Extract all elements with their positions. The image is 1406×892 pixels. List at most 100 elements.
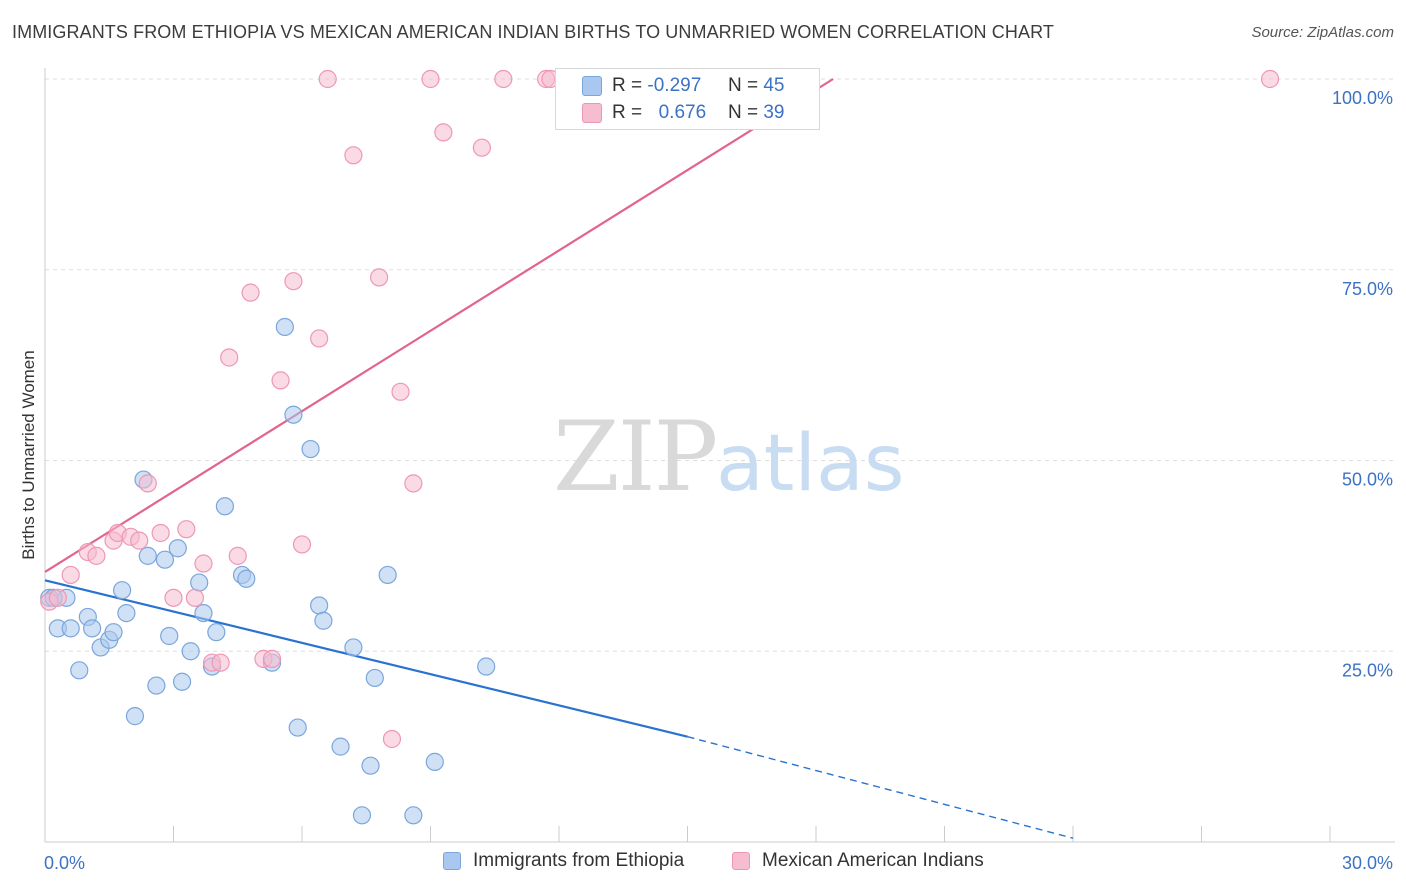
point-mexican-american-indian — [130, 531, 149, 550]
point-ethiopia — [477, 657, 496, 676]
point-mexican-american-indian — [262, 649, 282, 668]
axes: 25.0% 50.0% 75.0% 100.0% 0.0% 30.0% — [44, 68, 1395, 873]
stats-n-value: 45 — [763, 75, 785, 96]
data-points — [40, 69, 1280, 825]
point-ethiopia — [160, 626, 179, 646]
point-ethiopia — [365, 668, 384, 688]
point-ethiopia — [361, 756, 380, 775]
point-ethiopia — [112, 581, 132, 600]
point-mexican-american-indian — [185, 588, 205, 607]
point-mexican-american-indian — [391, 382, 410, 401]
y-tick-label: 75.0% — [1342, 279, 1393, 299]
point-mexican-american-indian — [241, 283, 260, 302]
point-ethiopia — [104, 623, 123, 642]
stats-n-value: 39 — [763, 102, 785, 123]
series-legend: Immigrants from Ethiopia Mexican America… — [0, 850, 1406, 878]
point-ethiopia — [310, 596, 329, 615]
point-mexican-american-indian — [211, 653, 230, 672]
point-mexican-american-indian — [382, 729, 402, 749]
point-mexican-american-indian — [370, 268, 389, 287]
point-mexican-american-indian — [228, 546, 247, 565]
point-mexican-american-indian — [194, 554, 213, 573]
point-ethiopia — [404, 806, 423, 825]
stats-n-label: N = — [727, 102, 759, 123]
point-mexican-american-indian — [292, 535, 312, 554]
watermark-atlas: atlas — [716, 419, 905, 509]
point-mexican-american-indian — [472, 138, 491, 157]
point-ethiopia — [190, 573, 209, 592]
chart-title: IMMIGRANTS FROM ETHIOPIA VS MEXICAN AMER… — [12, 22, 1054, 42]
point-mexican-american-indian — [164, 588, 183, 607]
stats-n-label: N = — [727, 75, 759, 96]
trend-line-ethiopia — [44, 579, 688, 738]
point-mexican-american-indian — [318, 69, 337, 89]
stats-row-ethiopia: R = -0.297 N = 45 — [582, 73, 784, 99]
point-ethiopia — [352, 806, 372, 825]
point-mexican-american-indian — [434, 123, 453, 142]
trend-lines — [44, 78, 1074, 839]
point-ethiopia — [301, 439, 320, 459]
stats-r-label: R = — [612, 102, 643, 123]
point-mexican-american-indian — [87, 546, 106, 565]
point-ethiopia — [168, 539, 187, 558]
point-ethiopia — [207, 623, 226, 642]
stats-swatch-pink — [582, 103, 602, 123]
stats-legend: R = -0.297 N = 45 R = 0.676 N = 39 — [555, 68, 820, 130]
y-tick-label: 25.0% — [1342, 660, 1393, 680]
point-ethiopia — [155, 550, 175, 569]
point-mexican-american-indian — [404, 474, 423, 493]
point-mexican-american-indian — [494, 69, 513, 89]
point-mexican-american-indian — [220, 348, 239, 367]
x-tick-label: 0.0% — [44, 853, 85, 873]
point-mexican-american-indian — [138, 474, 157, 493]
point-mexican-american-indian — [1260, 69, 1280, 89]
stats-r-value: 0.676 — [658, 102, 707, 123]
point-ethiopia — [181, 642, 200, 661]
trend-line-mexican — [44, 78, 834, 573]
legend-label-mexican: Mexican American Indians — [762, 850, 984, 871]
stats-r-value: -0.297 — [647, 75, 702, 96]
legend-item-ethiopia: Immigrants from Ethiopia — [443, 850, 684, 872]
x-tick-label: 30.0% — [1342, 853, 1393, 873]
stats-row-mexican: R = 0.676 N = 39 — [582, 100, 784, 126]
point-ethiopia — [331, 737, 350, 756]
point-mexican-american-indian — [61, 565, 80, 585]
point-ethiopia — [314, 611, 333, 630]
watermark-zip: ZIP — [553, 401, 716, 513]
stats-swatch-blue — [582, 76, 602, 96]
point-ethiopia — [147, 676, 166, 695]
chart-source: Source: ZipAtlas.com — [1251, 24, 1394, 41]
point-ethiopia — [378, 565, 397, 585]
point-mexican-american-indian — [310, 329, 329, 348]
point-ethiopia — [284, 405, 303, 424]
point-ethiopia — [138, 546, 157, 565]
legend-item-mexican: Mexican American Indians — [732, 850, 984, 872]
point-ethiopia — [288, 718, 307, 737]
legend-swatch-blue — [443, 852, 461, 870]
point-mexican-american-indian — [421, 69, 440, 89]
stats-r-label: R = — [612, 75, 643, 96]
point-ethiopia — [194, 603, 213, 623]
point-ethiopia — [275, 317, 294, 337]
point-mexican-american-indian — [177, 520, 196, 539]
point-ethiopia — [70, 661, 89, 680]
legend-swatch-pink — [732, 852, 750, 870]
point-ethiopia — [172, 672, 192, 691]
y-axis-label: Births to Unmarried Women — [19, 350, 38, 559]
point-ethiopia — [237, 569, 256, 588]
point-ethiopia — [83, 619, 102, 638]
grid-lines — [45, 78, 1395, 652]
y-tick-label: 100.0% — [1332, 88, 1393, 108]
point-mexican-american-indian — [151, 523, 170, 543]
y-tick-label: 50.0% — [1342, 470, 1393, 490]
point-ethiopia — [215, 497, 234, 516]
point-ethiopia — [125, 707, 145, 726]
point-mexican-american-indian — [284, 272, 303, 291]
trend-line-ethiopia-extension — [687, 736, 1074, 839]
legend-label-ethiopia: Immigrants from Ethiopia — [473, 850, 685, 871]
point-ethiopia — [61, 619, 80, 638]
watermark: ZIP atlas — [553, 401, 905, 513]
point-mexican-american-indian — [271, 371, 290, 390]
point-mexican-american-indian — [48, 588, 67, 607]
